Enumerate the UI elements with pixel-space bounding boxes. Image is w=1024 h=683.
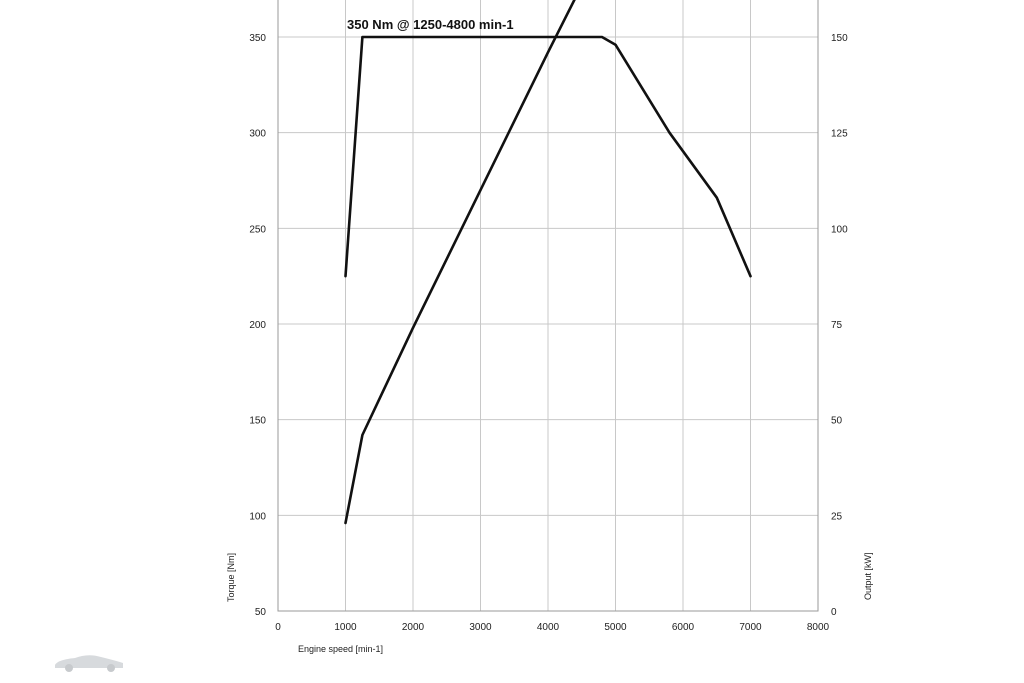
tick-labels: 0 1000 2000 3000 4000 5000 6000 7000 80005010015… bbox=[249, 33, 848, 633]
x-tick-label: 6000 bbox=[672, 622, 695, 633]
x-axis-label: Engine speed [min-1] bbox=[298, 644, 383, 654]
plot-border bbox=[277, 0, 819, 612]
x-tick-label: 1000 bbox=[334, 622, 357, 633]
y-left-tick-label: 50 bbox=[255, 607, 267, 618]
x-tick-label: 0 bbox=[275, 622, 281, 633]
y-left-tick-label: 150 bbox=[249, 416, 266, 427]
x-tick-label: 3000 bbox=[469, 622, 492, 633]
plot-frame bbox=[277, 0, 819, 612]
car-logo-icon bbox=[55, 655, 123, 672]
y-left-tick-label: 250 bbox=[249, 224, 266, 235]
y-axis-right-label: Output [kW] bbox=[863, 552, 873, 600]
y-right-tick-label: 0 bbox=[831, 607, 837, 618]
x-tick-label: 7000 bbox=[739, 622, 762, 633]
torque-annotation: 350 Nm @ 1250-4800 min-1 bbox=[347, 17, 514, 32]
y-right-tick-label: 100 bbox=[831, 224, 848, 235]
y-right-tick-label: 75 bbox=[831, 320, 843, 331]
output-curve bbox=[344, 0, 576, 525]
y-left-tick-label: 200 bbox=[249, 320, 266, 331]
y-left-tick-label: 300 bbox=[249, 129, 266, 140]
x-tick-label: 5000 bbox=[604, 622, 627, 633]
series-lines bbox=[344, 0, 752, 525]
x-tick-label: 2000 bbox=[402, 622, 425, 633]
x-tick-label: 8000 bbox=[807, 622, 830, 633]
y-right-tick-label: 25 bbox=[831, 511, 843, 522]
y-left-tick-label: 350 bbox=[249, 33, 266, 44]
y-axis-left-label: Torque [Nm] bbox=[226, 553, 236, 602]
x-tick-label: 4000 bbox=[537, 622, 560, 633]
y-left-tick-label: 100 bbox=[249, 511, 266, 522]
y-right-tick-label: 150 bbox=[831, 33, 848, 44]
y-right-tick-label: 50 bbox=[831, 416, 843, 427]
y-right-tick-label: 125 bbox=[831, 129, 848, 140]
torque-curve bbox=[344, 35, 752, 278]
